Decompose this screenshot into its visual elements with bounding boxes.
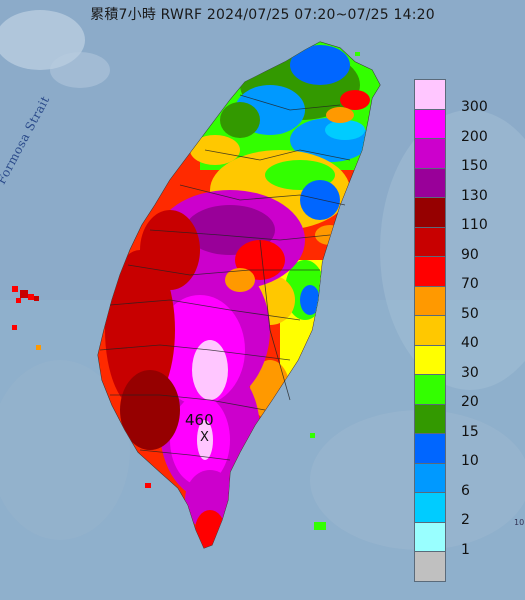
legend-swatch: [414, 463, 446, 493]
legend-label: 90: [461, 246, 479, 263]
legend-swatch: [414, 109, 446, 139]
max-rainfall-marker: X: [200, 430, 209, 445]
legend-swatch: [414, 316, 446, 346]
legend-swatch: [414, 345, 446, 375]
legend-swatch: [414, 79, 446, 110]
legend-label: 6: [461, 482, 470, 499]
color-legend: [414, 79, 446, 582]
legend-swatch: [414, 168, 446, 198]
legend-swatch: [414, 375, 446, 405]
legend-label: 150: [461, 158, 488, 174]
map-title: 累積7小時 RWRF 2024/07/25 07:20~07/25 14:20: [90, 7, 435, 23]
legend-label: 50: [461, 305, 479, 322]
county-boundaries: [99, 94, 351, 461]
legend-label: 130: [461, 187, 488, 204]
edge-label: 10: [514, 518, 525, 527]
max-rainfall-value: 460: [185, 411, 214, 429]
legend-swatch: [414, 552, 446, 582]
legend-swatch: [414, 493, 446, 523]
legend-label: 70: [461, 276, 479, 292]
legend-swatch: [414, 139, 446, 169]
legend-label: 20: [461, 394, 479, 410]
legend-swatch: [414, 227, 446, 257]
legend-label: 30: [461, 364, 479, 381]
legend-swatch: [414, 522, 446, 552]
legend-label: 10: [461, 453, 479, 469]
legend-label: 110: [461, 217, 488, 233]
legend-label: 2: [461, 512, 470, 528]
legend-swatch: [414, 198, 446, 228]
legend-label: 300: [461, 99, 488, 115]
legend-swatch: [414, 404, 446, 434]
legend-label: 1: [461, 541, 470, 558]
legend-swatch: [414, 286, 446, 316]
legend-label: 40: [461, 335, 479, 351]
legend-label: 200: [461, 128, 488, 145]
offshore-echoes: [12, 52, 360, 530]
legend-swatch: [414, 257, 446, 287]
legend-swatch: [414, 434, 446, 464]
legend-label: 15: [461, 423, 479, 440]
